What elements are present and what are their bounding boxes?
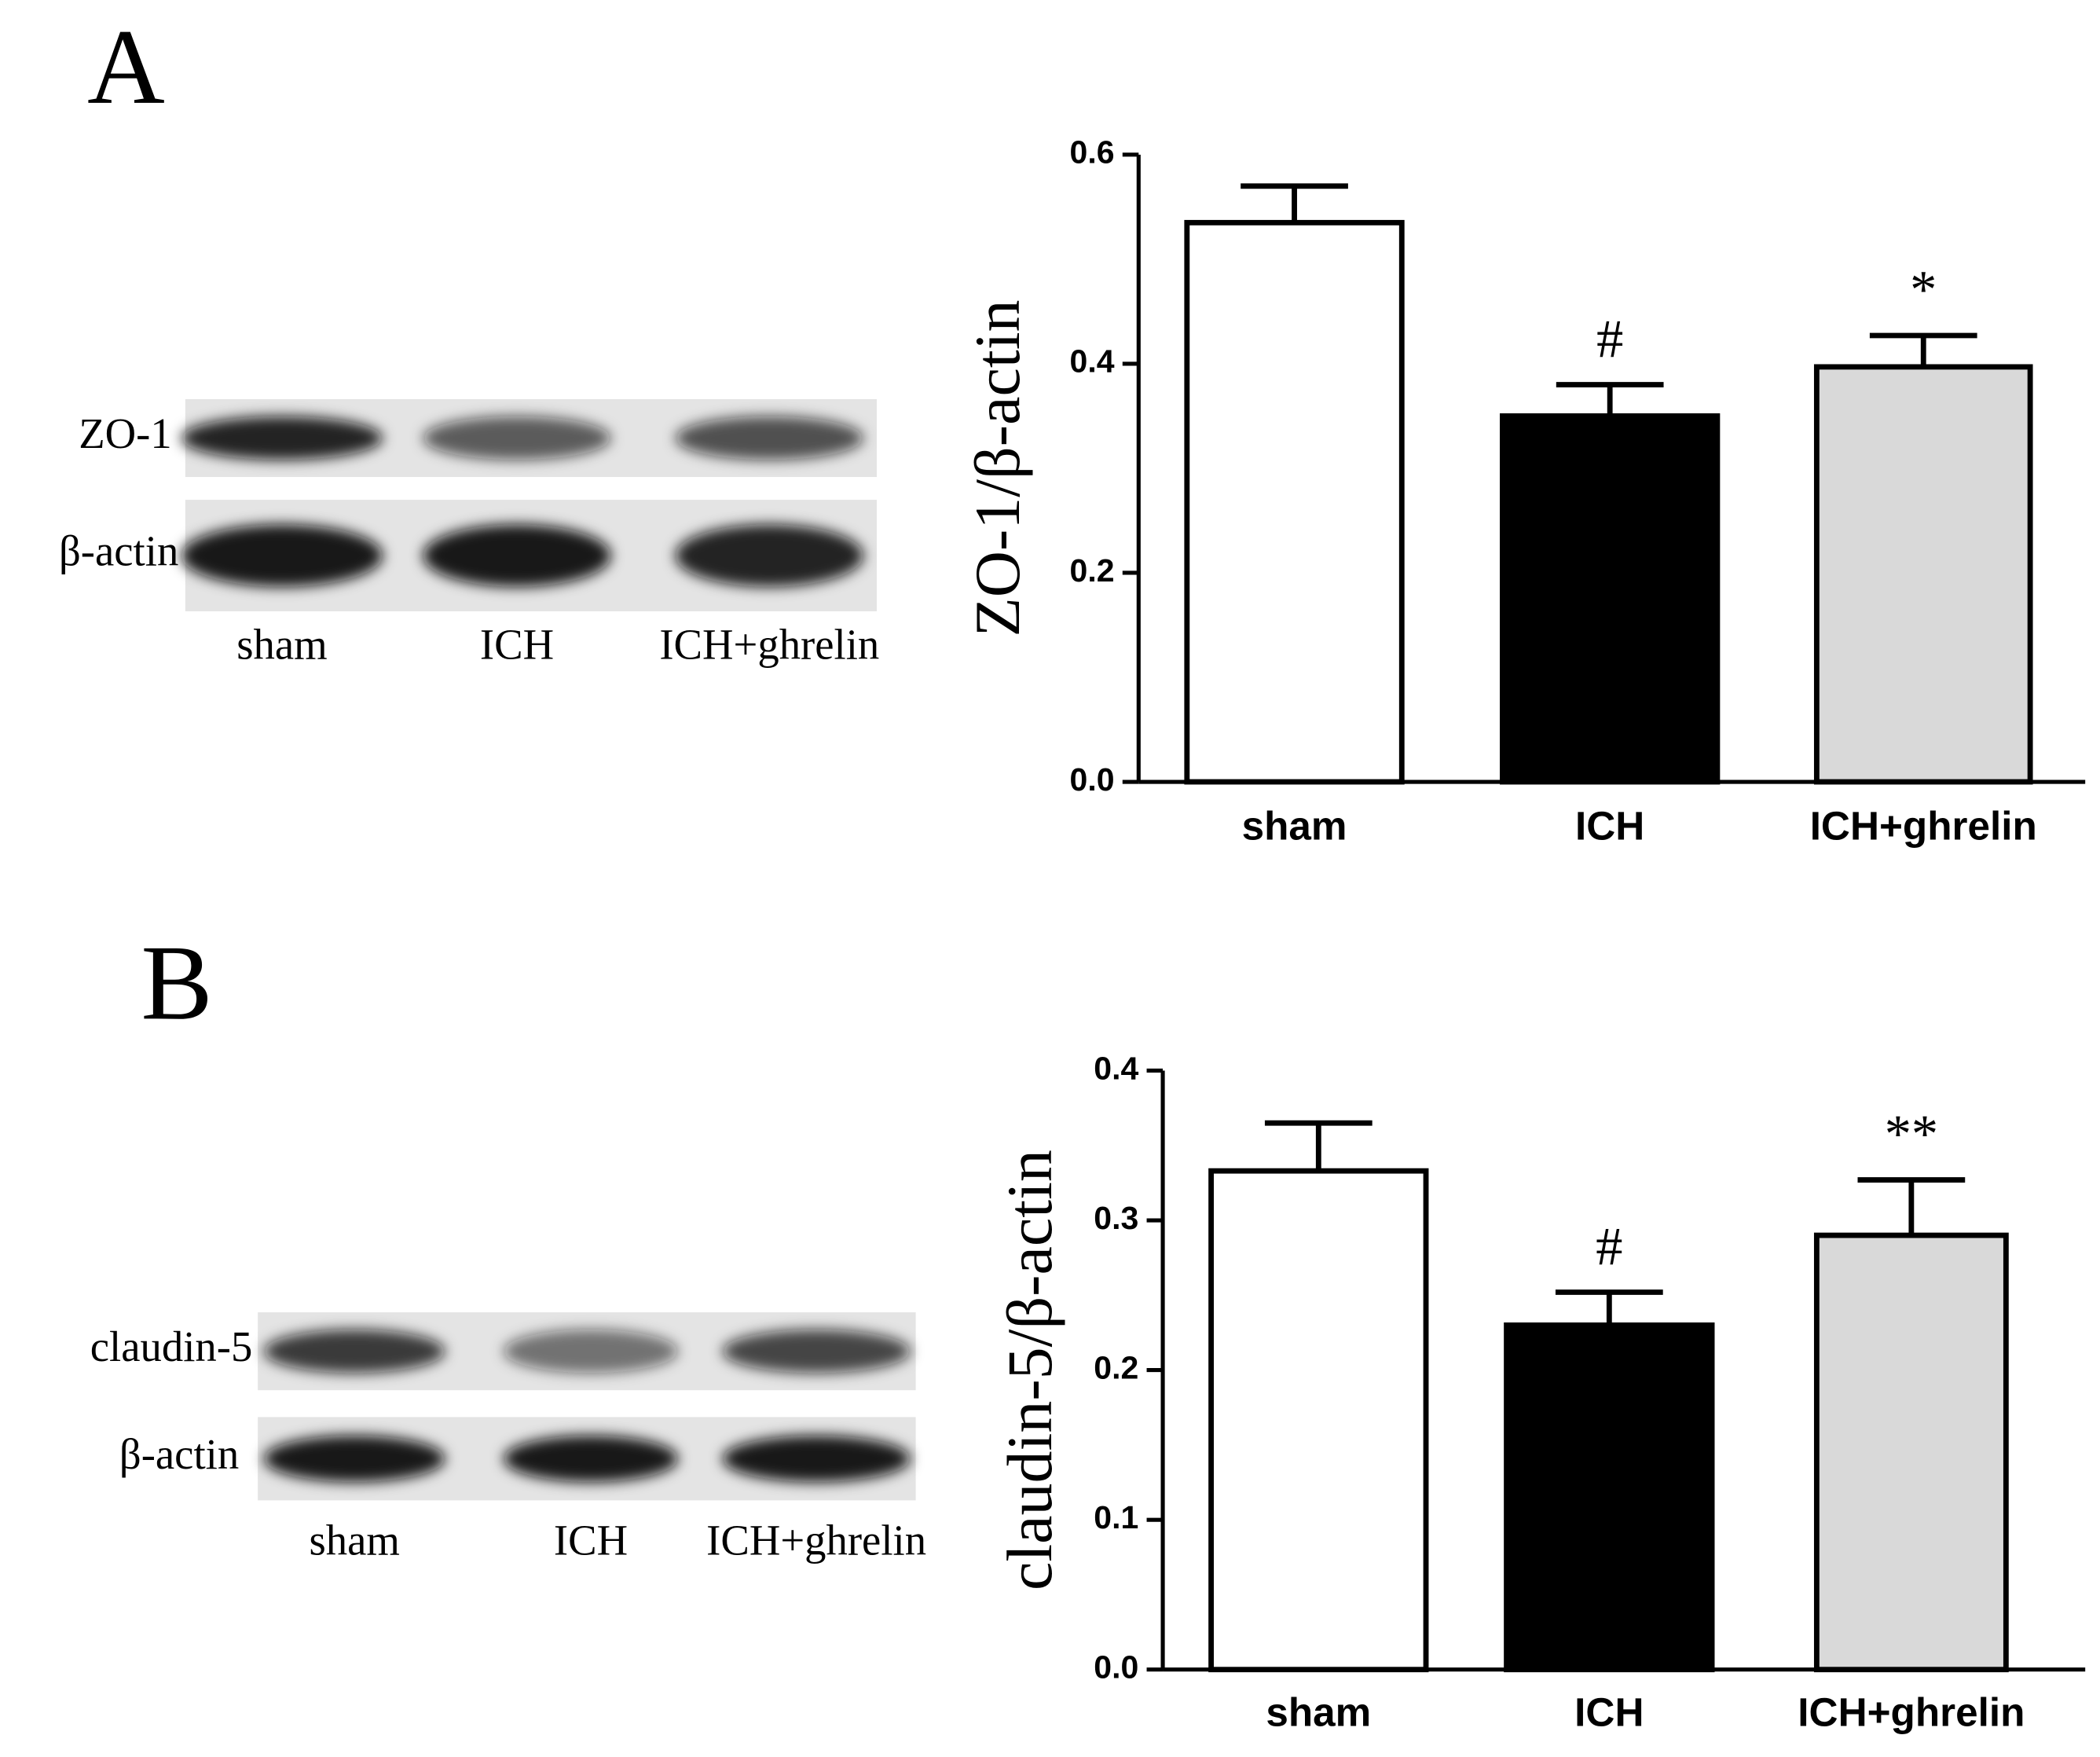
blot-lane-label: sham <box>236 620 327 668</box>
blot-row-label: claudin-5 <box>90 1322 253 1370</box>
blot-row-label: β-actin <box>59 527 178 575</box>
significance-mark: # <box>1596 1216 1622 1276</box>
blot-band <box>675 524 863 587</box>
blot-band <box>503 1435 679 1483</box>
panel-label: A <box>87 7 165 127</box>
blot-lane-label: sham <box>309 1516 399 1564</box>
y-axis-label: ZO-1/β-actin <box>962 300 1033 637</box>
x-tick-label: ICH+ghrelin <box>1798 1689 2025 1734</box>
x-tick-label: ICH <box>1575 803 1644 848</box>
error-bar <box>1869 332 1977 367</box>
y-tick-label: 0.4 <box>1094 1050 1138 1086</box>
error-bar <box>1264 1120 1373 1172</box>
x-tick-label: ICH <box>1574 1689 1644 1734</box>
bar <box>1208 1168 1429 1673</box>
blot-row-label: β-actin <box>119 1430 239 1478</box>
blot-band <box>675 416 863 460</box>
blot-lane-label: ICH+ghrelin <box>659 620 879 668</box>
blot-band <box>263 1435 445 1483</box>
blot-band <box>263 1329 445 1374</box>
blot-band <box>423 416 611 460</box>
blot-band <box>423 524 611 587</box>
y-axis-label: claudin-5/β-actin <box>994 1150 1065 1590</box>
error-bar <box>1857 1177 1966 1236</box>
bar <box>1813 364 2033 785</box>
error-bar <box>1241 183 1348 223</box>
panel-label: B <box>141 923 212 1042</box>
significance-mark: ** <box>1885 1104 1938 1164</box>
significance-mark: # <box>1596 309 1623 369</box>
blot-band <box>722 1329 911 1374</box>
x-tick-label: sham <box>1266 1689 1371 1734</box>
y-tick-label: 0.3 <box>1094 1200 1138 1236</box>
blot-lane-label: ICH <box>554 1516 628 1564</box>
significance-mark: * <box>1910 259 1937 319</box>
bar <box>1504 1322 1715 1673</box>
error-bar <box>1556 382 1664 416</box>
bar <box>1813 1232 2009 1673</box>
blot-lane-label: ICH <box>480 620 554 668</box>
y-tick-label: 0.6 <box>1070 134 1115 171</box>
y-tick-label: 0.0 <box>1070 761 1115 798</box>
blot-band <box>181 416 383 460</box>
blot-lane-label: ICH+ghrelin <box>706 1516 926 1564</box>
blot-row-label: ZO-1 <box>79 409 171 457</box>
x-tick-label: sham <box>1242 803 1347 848</box>
blot-band <box>503 1329 679 1374</box>
y-tick-label: 0.1 <box>1094 1499 1138 1535</box>
blot-band <box>181 524 383 587</box>
y-tick-label: 0.4 <box>1070 343 1115 380</box>
blot-band <box>722 1435 911 1483</box>
bar <box>1184 219 1405 785</box>
error-bar <box>1555 1289 1663 1326</box>
x-tick-label: ICH+ghrelin <box>1810 803 2037 848</box>
y-tick-label: 0.2 <box>1094 1349 1138 1385</box>
y-tick-label: 0.2 <box>1070 552 1115 589</box>
bar <box>1500 413 1721 785</box>
y-tick-label: 0.0 <box>1094 1649 1138 1685</box>
